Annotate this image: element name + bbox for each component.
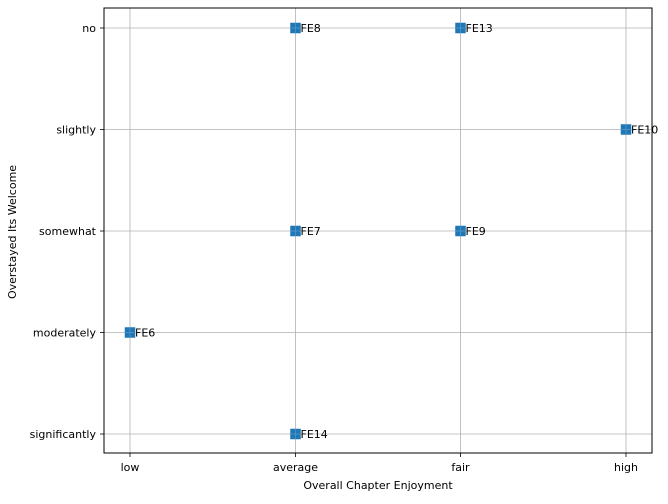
plot-area	[103, 7, 653, 454]
tick-layer: low average fair high significantly moderatel…	[30, 22, 638, 474]
y-tick-label: significantly	[30, 428, 97, 441]
data-point-group: FE14	[290, 428, 328, 441]
data-point-label: FE8	[301, 22, 321, 35]
data-point-label: FE14	[301, 428, 328, 441]
x-tick-label: low	[121, 461, 140, 474]
data-point-group: FE8	[290, 22, 321, 35]
data-point-group: FE10	[620, 124, 658, 137]
data-point-label: FE9	[466, 225, 486, 238]
x-tick-label: average	[273, 461, 318, 474]
y-tick-label: moderately	[33, 327, 97, 340]
data-point-label: FE13	[466, 22, 493, 35]
y-tick-label: somewhat	[39, 225, 97, 238]
grid-layer	[104, 8, 652, 453]
x-tick-label: fair	[451, 461, 470, 474]
y-axis-label: Overstayed Its Welcome	[6, 165, 19, 299]
data-point-group: FE6	[124, 327, 155, 340]
data-point-group: FE7	[290, 225, 321, 238]
data-point-label: FE10	[631, 124, 658, 137]
x-tick-label: high	[614, 461, 638, 474]
x-axis-label: Overall Chapter Enjoyment	[303, 479, 453, 492]
y-tick-label: slightly	[56, 124, 96, 137]
y-tick-label: no	[82, 22, 96, 35]
data-point-label: FE6	[135, 327, 155, 340]
data-point-label: FE7	[301, 225, 321, 238]
point-layer: FE8 FE13 FE10 FE7 FE9 FE6 FE14	[124, 22, 658, 441]
data-point-group: FE9	[455, 225, 486, 238]
data-point-group: FE13	[455, 22, 493, 35]
